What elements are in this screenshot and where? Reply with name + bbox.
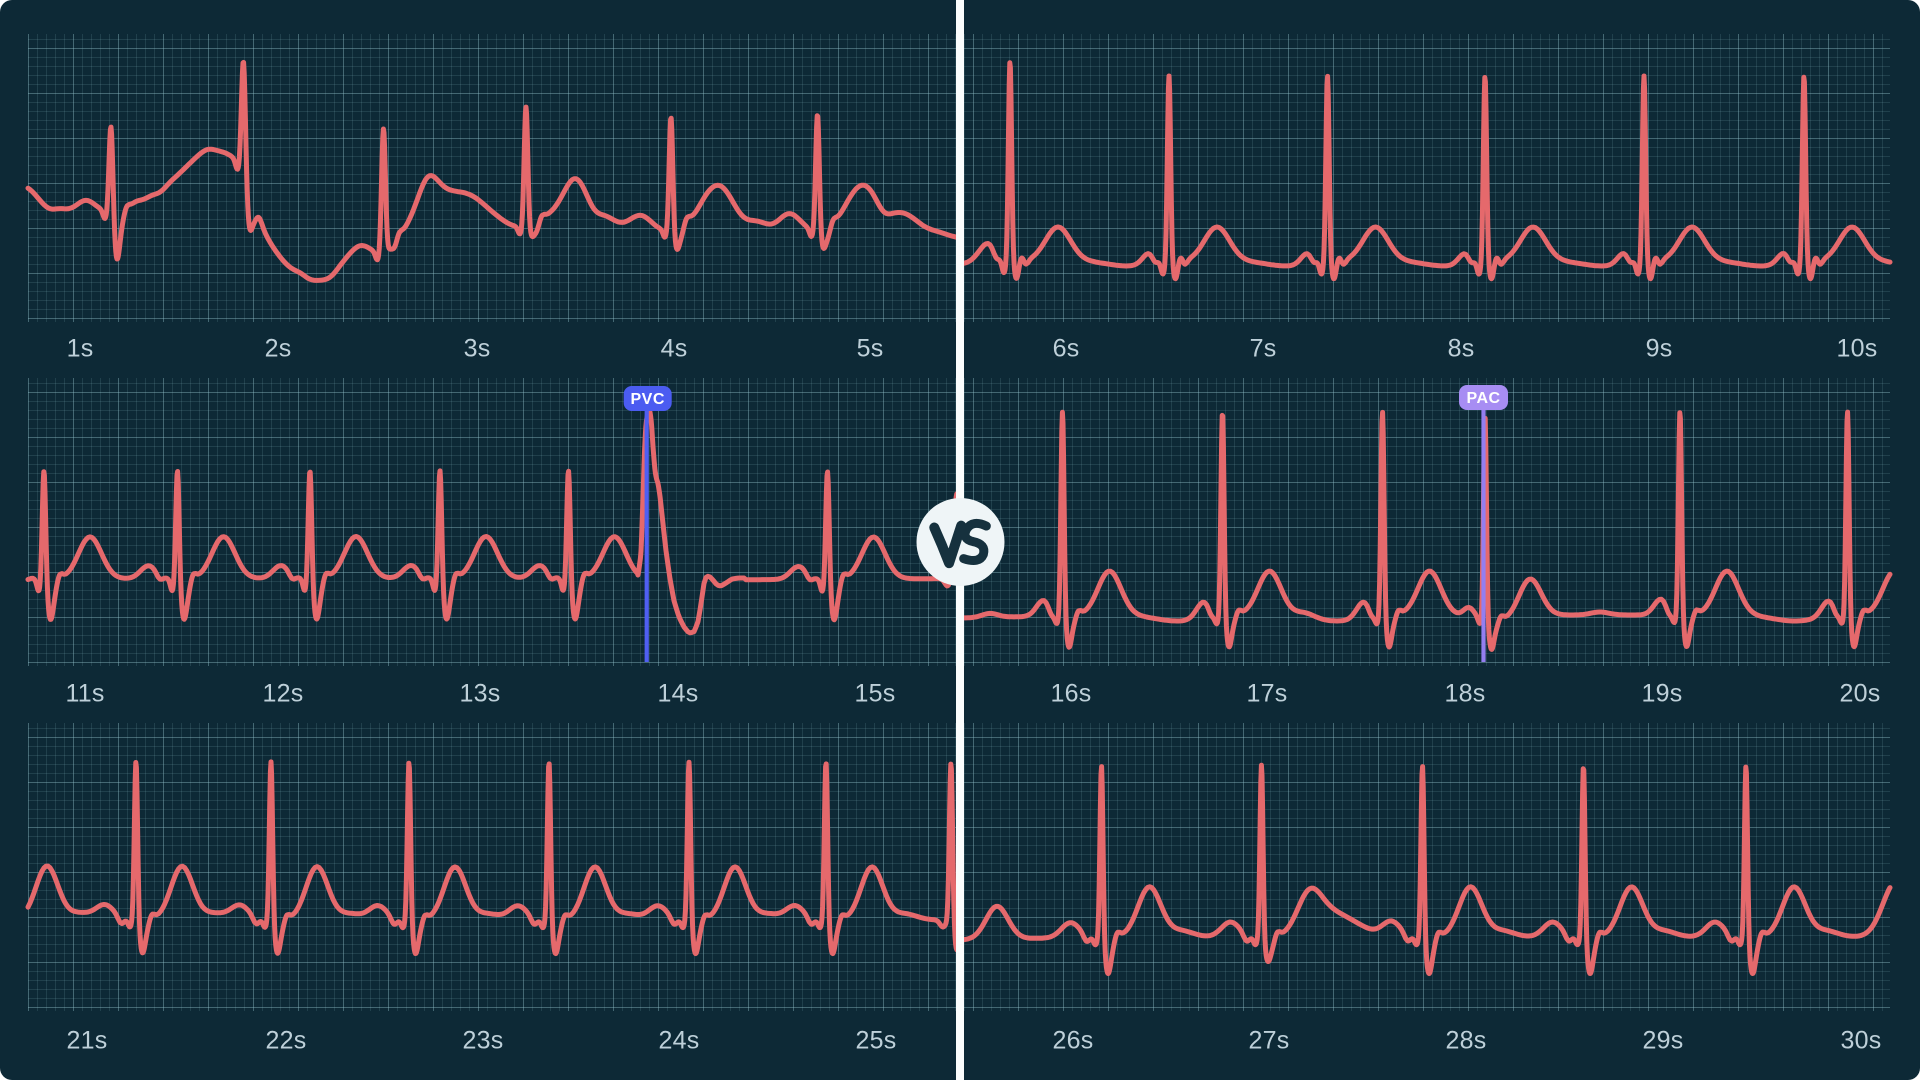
svg-text:PAC: PAC <box>1466 390 1500 407</box>
svg-text:PVC: PVC <box>630 391 664 408</box>
